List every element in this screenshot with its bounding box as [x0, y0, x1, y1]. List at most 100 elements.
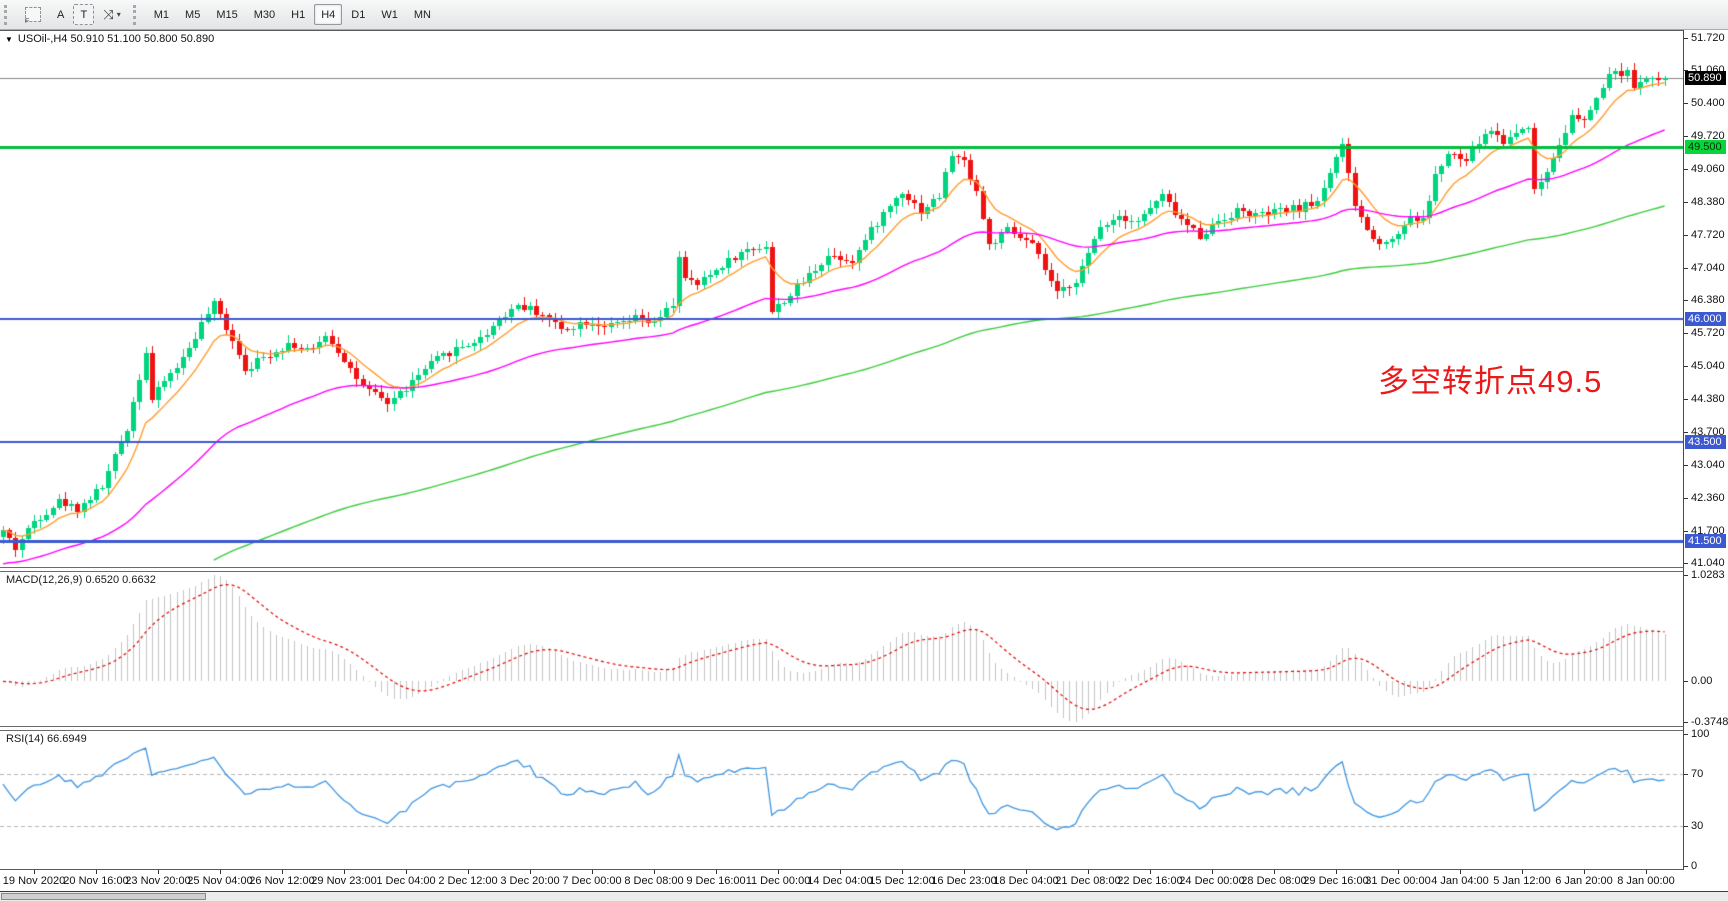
chart-title-text: USOil-,H4 50.910 51.100 50.800 50.890: [17, 33, 215, 45]
price-axis-tick: [1684, 38, 1688, 39]
timeframe-button-m1[interactable]: M1: [153, 8, 170, 21]
timeframe-button-m15[interactable]: M15: [216, 8, 238, 21]
price-axis-tick: [1684, 103, 1688, 104]
time-axis-label: 23 Nov 20:00: [125, 875, 191, 887]
timeframe-button-m30[interactable]: M30: [253, 8, 276, 21]
cursor-mode-button[interactable]: ⤨ ▾: [96, 4, 127, 25]
timeframe-button-d1[interactable]: D1: [351, 8, 366, 21]
price-axis-tick: [1684, 136, 1688, 137]
price-axis-tick: [1684, 432, 1688, 433]
arrow-style-a-button[interactable]: A: [57, 8, 65, 21]
panel-separator-macd[interactable]: [0, 567, 1683, 572]
price-axis-label: 50.400: [1691, 96, 1725, 109]
time-axis-label: 1 Dec 04:00: [376, 875, 436, 887]
macd-label: MACD(12,26,9) 0.6520 0.6632: [6, 574, 156, 586]
timeframe-button-h4[interactable]: H4: [314, 4, 343, 25]
time-axis-tick: [840, 870, 841, 874]
time-axis-label: 18 Dec 04:00: [993, 875, 1059, 887]
time-axis-label: 22 Dec 16:00: [1117, 875, 1183, 887]
price-axis-label: 47.720: [1691, 228, 1725, 241]
time-axis-tick: [282, 870, 283, 874]
rsi-scale-label: 30: [1691, 820, 1704, 833]
current-price-badge: 50.890: [1685, 71, 1726, 85]
time-axis-label: 6 Jan 20:00: [1555, 875, 1613, 887]
price-axis-label: 47.040: [1691, 261, 1725, 274]
time-axis-label: 14 Dec 04:00: [807, 875, 873, 887]
level-price-badge: 41.500: [1685, 534, 1726, 548]
price-axis-label: 49.720: [1691, 130, 1725, 142]
time-axis-tick: [1026, 870, 1027, 874]
macd-scale-label: 0.00: [1691, 675, 1713, 688]
time-axis-tick: [716, 870, 717, 874]
timeframe-button-mn[interactable]: MN: [413, 8, 431, 21]
pointer-rect-icon: F: [25, 7, 41, 25]
price-axis-label: 41.700: [1691, 524, 1725, 537]
price-axis-label: 41.040: [1691, 557, 1725, 570]
macd-scale-label: 1.0283: [1691, 569, 1725, 581]
diagonal-arrows-icon: ⤨: [103, 7, 114, 22]
pointer-tool-button[interactable]: F: [18, 4, 48, 25]
macd-scale-tick: [1684, 722, 1688, 723]
time-axis-label: 15 Dec 12:00: [869, 875, 935, 887]
price-axis[interactable]: 51.720 51.060 50.400 49.720 49.060 48.380 47.7…: [1683, 30, 1728, 872]
time-axis-tick: [1646, 870, 1647, 874]
price-axis-label: 49.060: [1691, 162, 1725, 175]
time-axis-tick: [220, 870, 221, 874]
time-axis-label: 28 Dec 08:00: [1241, 875, 1307, 887]
price-axis-tick: [1684, 498, 1688, 499]
time-axis-label: 26 Nov 12:00: [249, 875, 315, 887]
timeframe-button-h1[interactable]: H1: [291, 8, 306, 21]
price-axis-label: 43.040: [1691, 458, 1725, 471]
time-axis-tick: [1398, 870, 1399, 874]
price-axis-tick: [1684, 333, 1688, 334]
price-axis-tick: [1684, 268, 1688, 269]
chart-annotation-text[interactable]: 多空转折点49.5: [1378, 364, 1603, 399]
price-axis-label: 48.380: [1691, 195, 1725, 208]
rsi-scale-tick: [1684, 734, 1688, 735]
text-tool-button[interactable]: T: [73, 4, 95, 25]
scrollbar-thumb[interactable]: [1, 893, 206, 900]
chart-title: ▼ USOil-,H4 50.910 51.100 50.800 50.890: [5, 33, 214, 45]
toolbar-grip[interactable]: [4, 4, 14, 25]
time-axis-label: 16 Dec 23:00: [931, 875, 997, 887]
time-axis-label: 21 Dec 08:00: [1055, 875, 1121, 887]
level-price-badge: 43.500: [1685, 435, 1726, 449]
price-axis-label: 45.720: [1691, 327, 1725, 339]
time-axis-label: 29 Nov 23:00: [311, 875, 377, 887]
timeframe-bar: M1 M5 M15 M30 H1 H4 D1 W1 MN: [146, 4, 439, 25]
rsi-label: RSI(14) 66.6949: [6, 733, 87, 745]
panel-separator-rsi[interactable]: [0, 726, 1683, 731]
timeframe-button-w1[interactable]: W1: [381, 8, 398, 21]
time-axis-tick: [654, 870, 655, 874]
chart-canvas[interactable]: [0, 30, 1683, 870]
time-axis-tick: [1336, 870, 1337, 874]
time-axis-tick: [1212, 870, 1213, 874]
time-axis[interactable]: 19 Nov 2020 20 Nov 16:00 23 Nov 20:00 25 No…: [0, 870, 1728, 891]
price-axis-label: 46.380: [1691, 294, 1725, 307]
toolbar-grip-2[interactable]: [132, 4, 143, 25]
price-axis-tick: [1684, 235, 1688, 236]
time-axis-tick: [592, 870, 593, 874]
macd-scale-tick: [1684, 575, 1688, 576]
rsi-scale-label: 0: [1691, 860, 1698, 872]
time-axis-tick: [530, 870, 531, 874]
rsi-scale-tick: [1684, 774, 1688, 775]
time-axis-tick: [406, 870, 407, 874]
price-axis-label: 42.360: [1691, 492, 1725, 505]
price-axis-label: 45.040: [1691, 360, 1725, 373]
timeframe-button-m5[interactable]: M5: [185, 8, 201, 21]
time-axis-label: 25 Nov 04:00: [187, 875, 253, 887]
time-axis-label: 3 Dec 20:00: [500, 875, 560, 887]
chevron-down-icon: ▾: [116, 10, 121, 19]
level-price-badge: 49.500: [1685, 140, 1726, 154]
time-axis-tick: [96, 870, 97, 874]
time-axis-tick: [34, 870, 35, 874]
level-price-badge: 46.000: [1685, 312, 1726, 326]
time-axis-label: 8 Jan 00:00: [1617, 875, 1675, 887]
time-axis-tick: [158, 870, 159, 874]
time-axis-tick: [778, 870, 779, 874]
time-axis-label: 8 Dec 08:00: [624, 875, 684, 887]
collapse-triangle-icon[interactable]: ▼: [5, 34, 13, 44]
rsi-scale-label: 70: [1691, 767, 1704, 780]
horizontal-scrollbar: [0, 891, 1728, 901]
